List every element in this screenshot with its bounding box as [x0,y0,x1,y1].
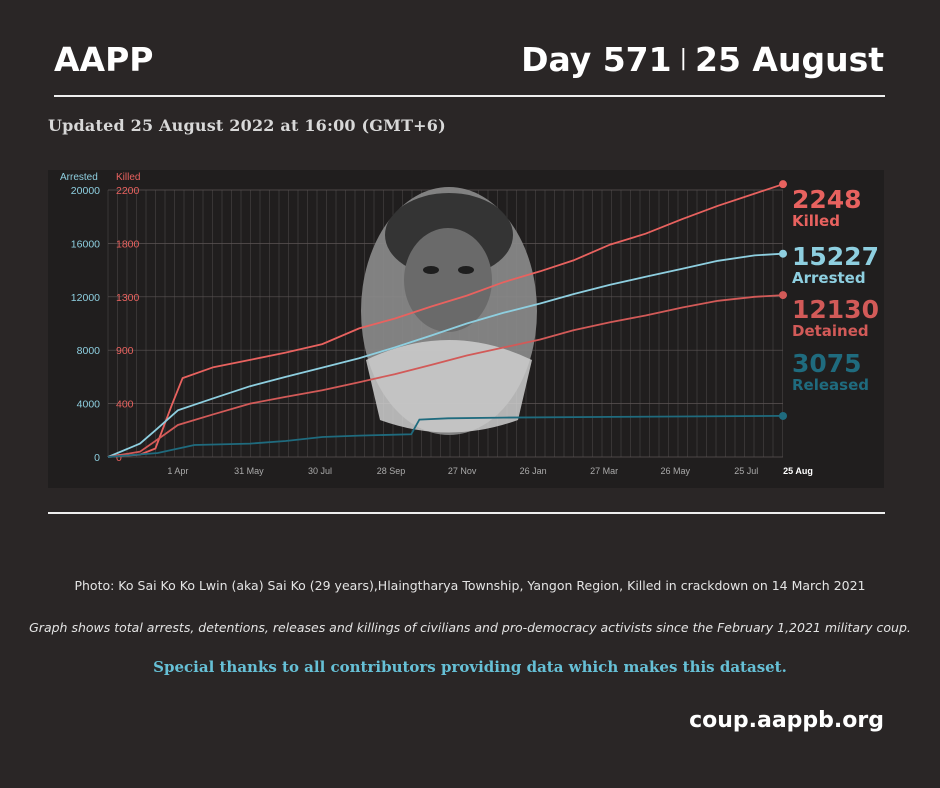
thanks-message: Special thanks to all contributors provi… [153,658,787,676]
x-tick-label: 27 Nov [448,466,477,476]
series-endpoint-killed [779,180,787,189]
x-tick-label: 28 Sep [377,466,406,476]
x-tick-label: 27 Mar [590,466,618,476]
final-value-released: 3075 [792,349,862,378]
left-tick-label: 8000 [77,345,101,357]
final-value-killed: 2248 [792,185,862,214]
right-tick-label: 900 [116,345,134,357]
series-line-killed [107,183,784,458]
final-value-arrested: 15227 [792,242,879,271]
day-counter: Day 571 [521,40,672,79]
right-tick-label: 0 [116,452,122,464]
photo-eye [458,266,474,274]
x-tick-label: 25 Jul [734,466,758,476]
graph-note: Graph shows total arrests, detentions, r… [29,620,911,635]
series-label-killed: Killed [792,212,840,230]
brand-title: AAPP [54,40,154,79]
series-label-arrested: Arrested [792,269,866,287]
top-divider [54,95,885,97]
right-axis-label: Killed [116,172,140,183]
x-tick-label: 31 May [234,466,264,476]
portrait-photo [361,187,537,435]
right-tick-label: 2200 [116,185,140,197]
day-date-heading: Day 571 | 25 August [521,40,884,79]
x-tick-label: 30 Jul [308,466,332,476]
left-tick-label: 0 [94,452,100,464]
x-tick-label: 25 Aug [783,466,813,476]
right-tick-label: 1800 [116,238,140,250]
heading-separator: | [679,46,688,71]
x-tick-label: 26 May [660,466,690,476]
series-label-detained: Detained [792,322,869,340]
x-tick-label: 26 Jan [520,466,547,476]
x-tick-label: 1 Apr [167,466,188,476]
right-tick-label: 400 [116,399,134,411]
updated-timestamp: Updated 25 August 2022 at 16:00 (GMT+6) [48,116,446,135]
website-url[interactable]: coup.aappb.org [689,708,884,733]
series-line-released [107,415,784,458]
left-tick-label: 4000 [77,399,101,411]
left-axis-label: Arrested [60,172,98,183]
series-line-detained [107,294,784,458]
final-value-detained: 12130 [792,295,879,324]
cumulative-chart: Arrested Killed 0 4000 8000 12000 16000 20000 0 4… [48,170,884,488]
photo-shirt [366,340,532,433]
heading-date: 25 August [695,40,884,79]
left-tick-label: 12000 [71,292,100,304]
chart-container: Arrested Killed 0 4000 8000 12000 16000 20000 0 4… [48,170,884,488]
series-label-released: Released [792,376,869,394]
photo-eye [423,266,439,274]
series-line-arrested [107,252,784,458]
series-endpoint-detained [779,291,787,300]
series-endpoint-released [779,411,787,420]
photo-caption: Photo: Ko Sai Ko Ko Lwin (aka) Sai Ko (2… [74,578,866,593]
right-tick-label: 1300 [116,292,140,304]
bottom-divider [48,512,885,514]
left-tick-label: 16000 [71,238,100,250]
series-endpoint-arrested [779,249,787,258]
photo-face [404,228,492,332]
left-tick-label: 20000 [71,185,100,197]
